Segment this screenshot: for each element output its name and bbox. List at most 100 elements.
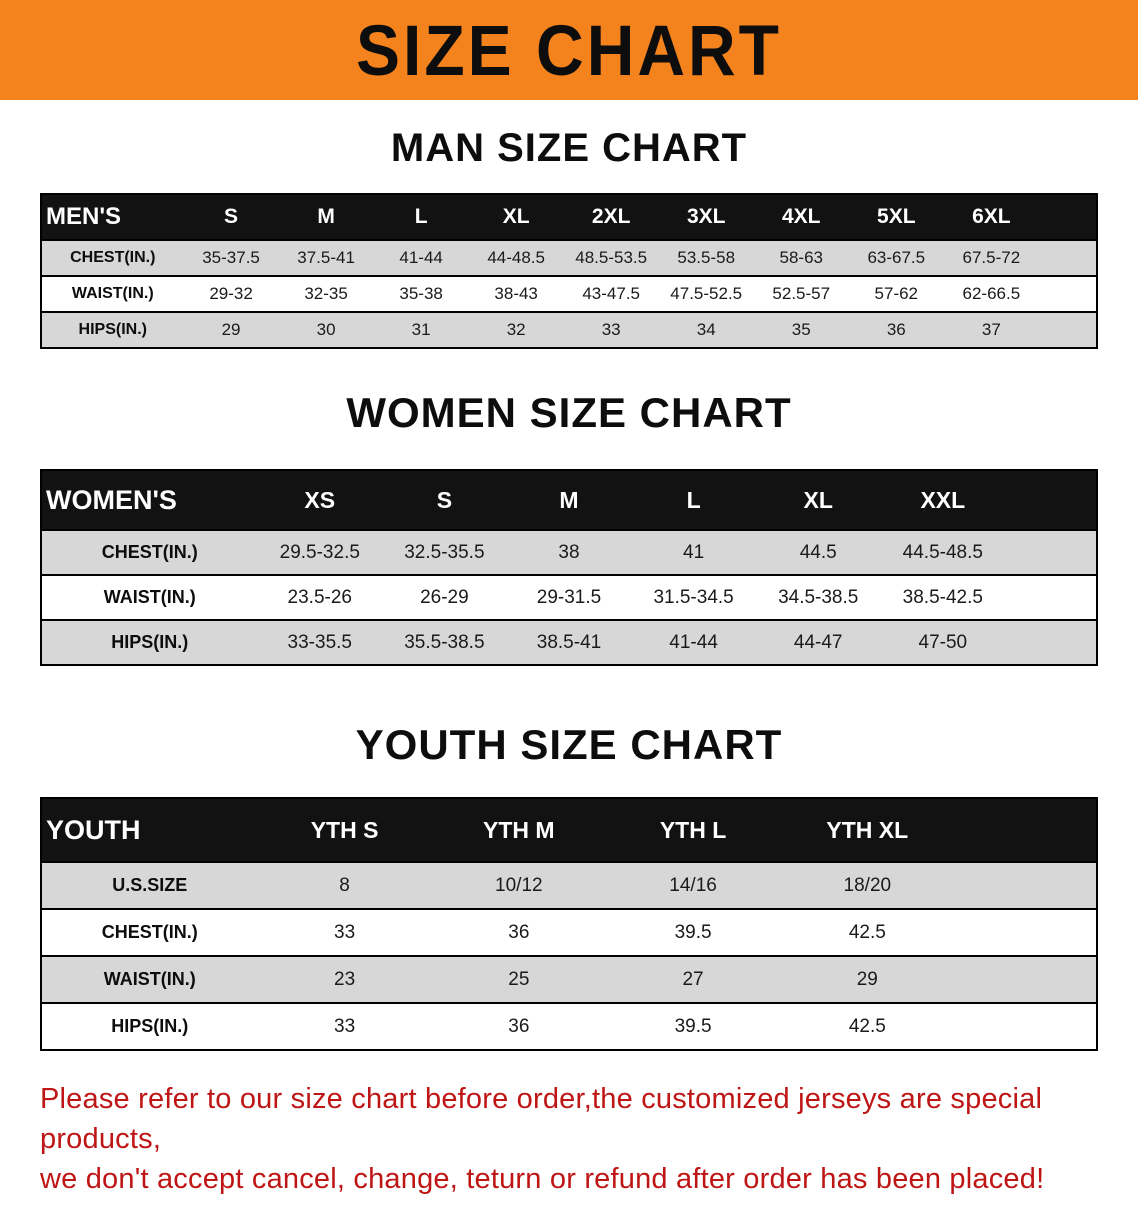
size-value-cell: 29-31.5: [536, 586, 602, 608]
row-label: WAIST(IN.): [71, 285, 154, 302]
spacer-cell: [1005, 530, 1097, 575]
size-value-cell: 10/12: [495, 874, 543, 896]
size-column-header: 6XL: [972, 205, 1011, 228]
size-chart-banner: SIZE CHART: [0, 0, 1138, 100]
spacer-cell: [1005, 470, 1097, 530]
spacer-cell: [954, 956, 1097, 1003]
size-value-cell: 33: [601, 320, 621, 339]
row-label: U.S.SIZE: [112, 875, 188, 895]
size-value-cell: 41-44: [669, 631, 718, 653]
size-value-cell: 38.5-42.5: [902, 586, 983, 608]
size-value-cell: 35.5-38.5: [404, 631, 485, 653]
size-value-cell: 43-47.5: [582, 284, 641, 303]
women-size-table: WOMEN'S XS S M L XL XXL CHEST(IN.) 29.5-32.5 32.5…: [40, 469, 1098, 666]
man-table-corner-label: MEN'S: [46, 203, 122, 230]
size-column-header: YTH M: [483, 816, 555, 843]
table-row: U.S.SIZE 8 10/12 14/16 18/20: [41, 862, 1097, 909]
size-column-header: YTH L: [659, 816, 727, 843]
women-size-chart-heading: WOMEN SIZE CHART: [346, 389, 792, 436]
size-column-header: 3XL: [686, 205, 726, 228]
size-value-cell: 29: [221, 320, 241, 339]
man-size-table-wrap: MEN'S S M L XL 2XL 3XL 4XL 5XL 6XL CHEST(IN.) 35-37…: [40, 193, 1098, 349]
size-value-cell: 63-67.5: [867, 248, 926, 267]
size-column-header: M: [317, 205, 335, 228]
size-column-header: S: [224, 205, 239, 228]
size-value-cell: 35-37.5: [202, 248, 260, 267]
size-value-cell: 29-32: [209, 284, 253, 303]
size-column-header: 5XL: [877, 205, 916, 228]
size-value-cell: 47.5-52.5: [670, 284, 743, 303]
youth-table-header-row: YOUTH YTH S YTH M YTH L YTH XL: [41, 798, 1097, 862]
size-value-cell: 39.5: [674, 921, 712, 943]
women-table-header-row: WOMEN'S XS S M L XL XXL: [41, 470, 1097, 530]
size-value-cell: 29.5-32.5: [279, 541, 360, 563]
size-value-cell: 39.5: [674, 1015, 712, 1037]
man-size-table: MEN'S S M L XL 2XL 3XL 4XL 5XL 6XL CHEST(IN.) 35-37…: [40, 193, 1098, 349]
size-column-header: M: [559, 486, 579, 513]
size-value-cell: 31: [411, 320, 431, 339]
size-column-header: XL: [803, 486, 833, 513]
row-label: WAIST(IN.): [103, 587, 196, 607]
size-chart-sections: MAN SIZE CHART MEN'S S M L XL 2XL 3XL 4XL 5XL 6XL C…: [0, 126, 1138, 1051]
size-value-cell: 37: [981, 320, 1001, 339]
size-value-cell: 36: [508, 921, 530, 943]
spacer-cell: [954, 862, 1097, 909]
size-column-header: 4XL: [781, 205, 821, 228]
size-value-cell: 57-62: [874, 284, 919, 303]
size-value-cell: 23.5-26: [287, 586, 352, 608]
size-value-cell: 38.5-41: [536, 631, 602, 653]
row-label: HIPS(IN.): [111, 1016, 189, 1036]
size-value-cell: 26-29: [420, 586, 469, 608]
size-value-cell: 44.5: [799, 541, 837, 563]
size-value-cell: 14/16: [669, 874, 717, 896]
row-label: CHEST(IN.): [70, 249, 156, 266]
size-value-cell: 53.5-58: [677, 248, 736, 267]
youth-table-corner-label: YOUTH: [46, 814, 141, 845]
table-row: CHEST(IN.) 35-37.5 37.5-41 41-44 44-48.5 48.5…: [41, 240, 1097, 276]
size-value-cell: 23: [334, 968, 356, 990]
spacer-cell: [1039, 276, 1097, 312]
spacer-cell: [1005, 620, 1097, 665]
table-row: CHEST(IN.) 33 36 39.5 42.5: [41, 909, 1097, 956]
spacer-cell: [954, 909, 1097, 956]
spacer-cell: [1005, 575, 1097, 620]
man-size-chart-heading: MAN SIZE CHART: [390, 126, 748, 170]
spacer-cell: [1039, 240, 1097, 276]
size-value-cell: 52.5-57: [772, 284, 831, 303]
note-line-2: we don't accept cancel, change, teturn o…: [40, 1163, 1045, 1196]
size-value-cell: 47-50: [918, 631, 968, 653]
size-value-cell: 32.5-35.5: [404, 541, 485, 563]
youth-size-chart-heading: YOUTH SIZE CHART: [355, 721, 783, 768]
table-row: HIPS(IN.) 33-35.5 35.5-38.5 38.5-41 41-44 44-…: [41, 620, 1097, 665]
table-row: WAIST(IN.) 29-32 32-35 35-38 38-43 43-47.5 47.…: [41, 276, 1097, 312]
size-value-cell: 44.5-48.5: [902, 541, 983, 563]
row-label: HIPS(IN.): [111, 632, 189, 652]
size-value-cell: 27: [682, 968, 704, 990]
row-label: CHEST(IN.): [101, 922, 198, 942]
size-value-cell: 18/20: [843, 874, 892, 896]
size-value-cell: 32: [506, 320, 526, 339]
size-column-header: XXL: [920, 486, 966, 513]
size-value-cell: 38-43: [494, 284, 538, 303]
size-value-cell: 33: [334, 1015, 356, 1037]
size-column-header: XS: [304, 486, 336, 513]
spacer-cell: [954, 1003, 1097, 1050]
size-column-header: 2XL: [591, 205, 631, 228]
size-column-header: YTH XL: [826, 816, 909, 843]
size-value-cell: 44-47: [793, 631, 843, 653]
size-value-cell: 35-38: [399, 284, 443, 303]
women-size-table-wrap: WOMEN'S XS S M L XL XXL CHEST(IN.) 29.5-32.5 32.5…: [40, 469, 1098, 666]
size-value-cell: 31.5-34.5: [653, 586, 734, 608]
size-value-cell: 34.5-38.5: [778, 586, 859, 608]
size-column-header: L: [686, 486, 701, 513]
size-value-cell: 58-63: [779, 248, 823, 267]
size-value-cell: 37.5-41: [297, 248, 355, 267]
note-line-1: Please refer to our size chart before or…: [40, 1083, 1043, 1156]
banner-title: SIZE CHART: [356, 10, 782, 90]
row-label: HIPS(IN.): [78, 321, 147, 338]
size-value-cell: 36: [886, 320, 906, 339]
size-value-cell: 36: [508, 1015, 530, 1037]
youth-size-table-wrap: YOUTH YTH S YTH M YTH L YTH XL U.S.SIZE 8 10/12…: [40, 797, 1098, 1051]
size-value-cell: 44-48.5: [487, 248, 545, 267]
size-value-cell: 8: [339, 874, 350, 896]
